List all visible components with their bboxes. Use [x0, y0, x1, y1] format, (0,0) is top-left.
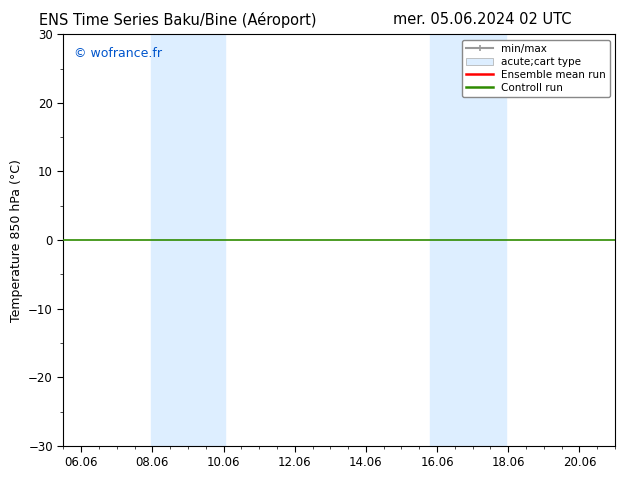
Legend: min/max, acute;cart type, Ensemble mean run, Controll run: min/max, acute;cart type, Ensemble mean …: [462, 40, 610, 97]
Bar: [430, 34, 507, 446]
Text: © wofrance.fr: © wofrance.fr: [74, 47, 162, 60]
Text: mer. 05.06.2024 02 UTC: mer. 05.06.2024 02 UTC: [392, 12, 571, 27]
Bar: [151, 34, 225, 446]
Y-axis label: Temperature 850 hPa (°C): Temperature 850 hPa (°C): [10, 159, 23, 321]
Text: ENS Time Series Baku/Bine (Aéroport): ENS Time Series Baku/Bine (Aéroport): [39, 12, 316, 28]
